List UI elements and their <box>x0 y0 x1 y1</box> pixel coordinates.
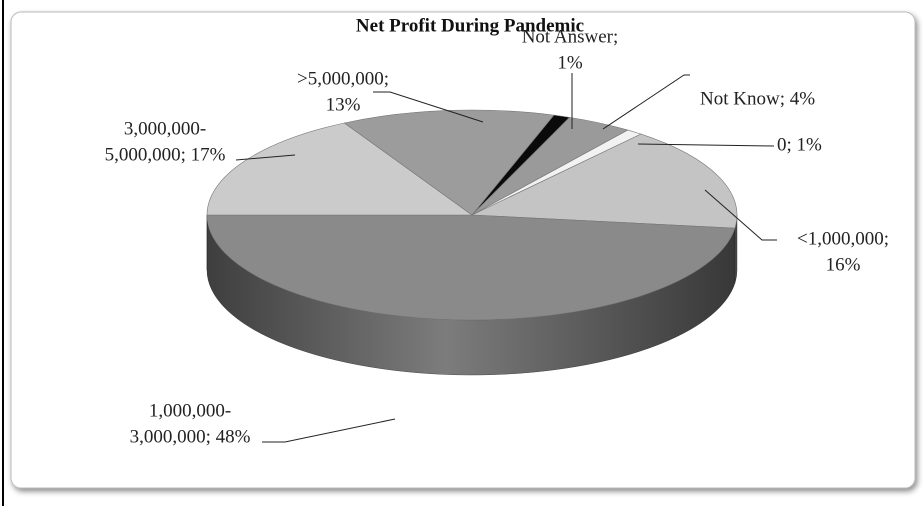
data-label: >5,000,000; <box>297 68 389 89</box>
data-label: Not Know; 4% <box>700 88 815 109</box>
pie-slice <box>206 122 473 216</box>
data-label: 3,000,000- <box>124 118 206 139</box>
data-label: 1% <box>557 52 583 73</box>
leader-line <box>235 154 296 161</box>
data-label: 3,000,000; 48% <box>130 426 251 447</box>
data-label: 13% <box>326 94 361 115</box>
pie <box>206 109 738 376</box>
labels: Not Answer; 1% Not Know; 4% 0; 1% <1,000,000… <box>105 26 889 447</box>
data-label: 0; 1% <box>777 134 822 155</box>
leader-line <box>262 418 396 443</box>
leader-line <box>704 189 777 241</box>
data-label: Not Answer; <box>522 26 619 47</box>
data-label: 16% <box>826 254 861 275</box>
pie-slice <box>206 214 736 321</box>
data-label: 5,000,000; 17% <box>105 144 226 165</box>
data-label: <1,000,000; <box>797 228 889 249</box>
leader-line <box>373 91 484 123</box>
wall-shade <box>207 215 737 375</box>
chart-title: Net Profit During Pandemic <box>356 15 584 36</box>
leader-line <box>637 143 775 147</box>
leader-line <box>602 74 690 130</box>
data-label: 1,000,000- <box>149 400 231 421</box>
